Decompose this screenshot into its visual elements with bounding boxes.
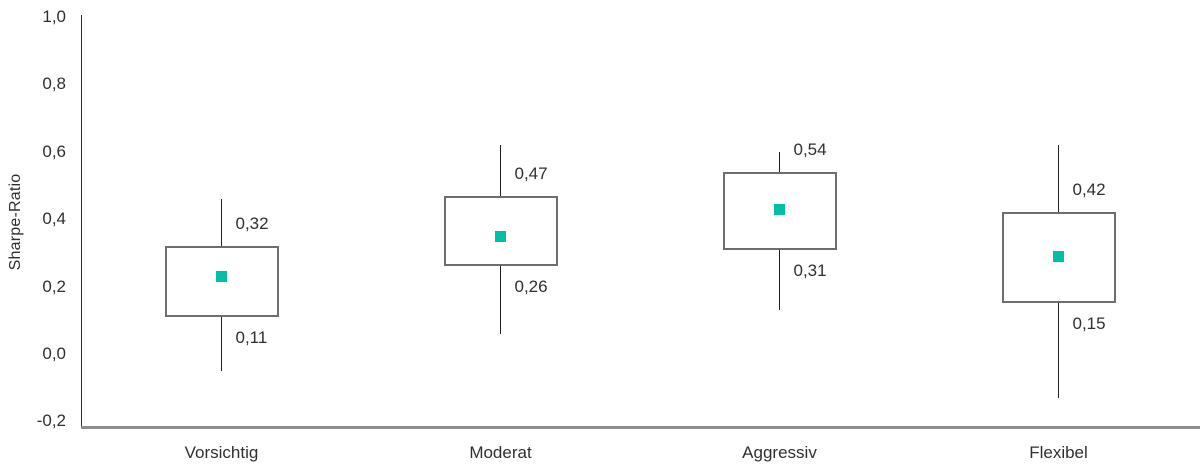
box-top-value-label: 0,54 bbox=[793, 140, 827, 160]
category-label: Vorsichtig bbox=[184, 443, 259, 462]
mean-marker bbox=[774, 203, 785, 215]
mean-marker bbox=[1053, 250, 1064, 262]
y-tick-label: 1,0 bbox=[42, 7, 66, 26]
box-bottom-value-label: 0,11 bbox=[235, 327, 268, 347]
category-label: Flexibel bbox=[1029, 443, 1088, 462]
box-top-value-label: 0,42 bbox=[1072, 180, 1106, 200]
box-bottom-value-label: 0,31 bbox=[793, 260, 827, 280]
box-top-value-label: 0,32 bbox=[235, 214, 269, 234]
y-tick-label: -0,2 bbox=[36, 411, 66, 431]
whisker-upper bbox=[1057, 145, 1060, 213]
whisker-lower bbox=[778, 249, 781, 311]
y-tick-label: 0,0 bbox=[42, 344, 66, 363]
y-axis-line bbox=[80, 15, 82, 427]
box-bottom-value-label: 0,15 bbox=[1072, 314, 1106, 334]
y-tick-label: 0,4 bbox=[42, 209, 66, 229]
whisker-lower bbox=[499, 266, 502, 334]
y-tick-label: 0,8 bbox=[42, 74, 66, 94]
box-top-value-label: 0,47 bbox=[514, 163, 548, 183]
category-label: Aggressiv bbox=[742, 443, 817, 462]
whisker-lower bbox=[220, 316, 223, 371]
x-axis-line bbox=[80, 426, 1200, 429]
whisker-upper bbox=[499, 145, 502, 196]
whisker-upper bbox=[220, 198, 223, 247]
y-tick-label: 0,6 bbox=[42, 141, 66, 161]
whisker-lower bbox=[1057, 303, 1060, 398]
box-bottom-value-label: 0,26 bbox=[514, 277, 548, 297]
whisker-upper bbox=[778, 151, 781, 173]
mean-marker bbox=[495, 230, 506, 242]
y-tick-label: 0,2 bbox=[42, 276, 66, 296]
mean-marker bbox=[216, 270, 227, 282]
category-label: Moderat bbox=[469, 443, 532, 462]
